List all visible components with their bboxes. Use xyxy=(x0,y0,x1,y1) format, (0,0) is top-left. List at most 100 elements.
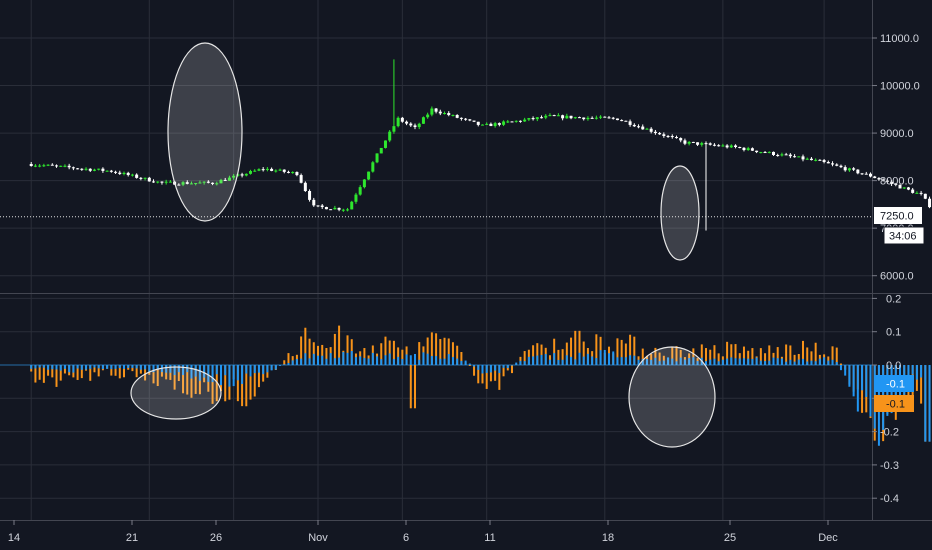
candle-body xyxy=(383,140,387,148)
candle-body xyxy=(565,115,569,119)
price-tick-label: 9000.0 xyxy=(880,128,914,140)
candle-body xyxy=(194,183,198,185)
candle-body xyxy=(590,117,594,119)
candle-body xyxy=(147,177,151,182)
candle-body xyxy=(518,120,522,122)
price-tick-label: 6000.0 xyxy=(880,271,914,283)
candle-body xyxy=(615,118,619,121)
candle-body xyxy=(847,168,851,171)
candle-body xyxy=(50,164,54,166)
annotation-ellipse-1[interactable] xyxy=(167,42,243,222)
candle-body xyxy=(881,179,885,181)
candle-body xyxy=(109,170,113,172)
candle-body xyxy=(683,140,687,144)
candle-body xyxy=(801,156,805,160)
candle-body xyxy=(249,171,253,174)
candle-body xyxy=(135,174,139,178)
candle-body xyxy=(835,164,839,166)
candles xyxy=(29,59,932,231)
candle-body xyxy=(409,123,413,126)
annotation-ellipse-2[interactable] xyxy=(660,165,700,261)
candle-body xyxy=(666,135,670,137)
candle-body xyxy=(274,170,278,172)
candle-body xyxy=(721,145,725,147)
candle-body xyxy=(632,124,636,127)
candle-body xyxy=(742,147,746,151)
candle-body xyxy=(502,121,506,125)
candle-body xyxy=(641,126,645,130)
candle-body xyxy=(561,115,565,119)
price-tick-label: 10000.0 xyxy=(880,81,920,93)
candle-body xyxy=(130,174,134,176)
candle-body xyxy=(71,167,75,169)
candle-body xyxy=(434,108,438,112)
candle-body xyxy=(624,120,628,122)
candle-body xyxy=(46,164,50,166)
candle-body xyxy=(814,159,818,161)
candle-body xyxy=(767,151,771,153)
candle-body xyxy=(447,113,451,116)
candle-body xyxy=(898,184,902,189)
candle-body xyxy=(63,165,67,167)
candle-body xyxy=(455,114,459,118)
candle-body xyxy=(535,117,539,120)
candle-body xyxy=(831,163,835,165)
current-price-tag-background xyxy=(874,207,922,224)
candle-body xyxy=(451,114,455,116)
candle-body xyxy=(750,148,754,151)
candle-body xyxy=(577,117,581,119)
candle-body xyxy=(582,117,586,120)
candle-body xyxy=(88,168,92,171)
time-tick-label: 6 xyxy=(403,532,409,544)
candle-body xyxy=(552,115,556,117)
candle-body xyxy=(763,152,767,154)
candle-body xyxy=(189,183,193,185)
price-pane[interactable] xyxy=(0,59,932,231)
candle-body xyxy=(354,194,358,202)
candle-body xyxy=(80,168,84,170)
candle-body xyxy=(421,117,425,124)
candle-body xyxy=(105,170,109,172)
candle-body xyxy=(510,121,514,123)
candle-body xyxy=(805,158,809,160)
candle-body xyxy=(42,165,46,167)
candle-body xyxy=(358,187,362,195)
candle-body xyxy=(915,192,919,194)
candle-body xyxy=(759,152,763,154)
oscillator-blue-tag: -0.1 xyxy=(874,375,914,392)
candle-body xyxy=(607,117,611,119)
candle-body xyxy=(341,209,345,211)
candle-body xyxy=(396,117,400,127)
time-tick-label: 11 xyxy=(484,532,495,544)
candle-body xyxy=(168,181,172,183)
candle-body xyxy=(729,145,733,148)
candle-body xyxy=(514,120,518,122)
candle-body xyxy=(658,133,662,135)
candle-body xyxy=(788,154,792,157)
candle-body xyxy=(649,128,653,132)
candle-body xyxy=(379,147,383,154)
candle-body xyxy=(118,172,122,174)
candle-body xyxy=(308,191,312,200)
candle-body xyxy=(894,183,898,185)
candle-body xyxy=(885,180,889,182)
candle-body xyxy=(367,171,371,180)
candle-body xyxy=(270,168,274,171)
candle-body xyxy=(653,131,657,134)
candle-body xyxy=(662,134,666,136)
oscillator-blue-tag-background xyxy=(874,375,914,392)
candle-body xyxy=(329,209,333,211)
candle-body xyxy=(928,198,932,208)
candle-body xyxy=(265,168,269,170)
annotation-ellipse-3[interactable] xyxy=(130,366,222,420)
candle-body xyxy=(156,181,160,183)
candle-body xyxy=(523,119,527,122)
time-axis[interactable]: 14 21 26 Nov 6 11 18 25 Dec xyxy=(8,520,838,544)
annotation-ellipse-4[interactable] xyxy=(628,346,716,448)
candle-body xyxy=(84,168,88,170)
candle-body xyxy=(573,117,577,119)
candle-body xyxy=(852,168,856,170)
candle-body xyxy=(839,165,843,168)
candle-body xyxy=(139,177,143,179)
